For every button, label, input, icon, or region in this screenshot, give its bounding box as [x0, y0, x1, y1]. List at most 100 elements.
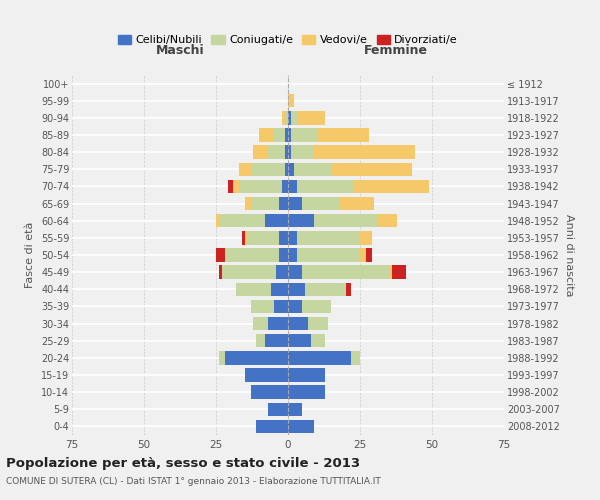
Bar [285, 162, 288, 176]
Bar [389, 266, 392, 279]
Bar [354, 180, 429, 193]
Bar [288, 334, 311, 347]
Bar [219, 351, 224, 364]
Bar [302, 266, 389, 279]
Bar [340, 197, 374, 210]
Bar [222, 266, 277, 279]
Bar [366, 248, 371, 262]
Bar [251, 300, 274, 313]
Bar [280, 197, 288, 210]
Y-axis label: Anni di nascita: Anni di nascita [563, 214, 574, 296]
Bar [288, 128, 291, 141]
Bar [233, 180, 239, 193]
Bar [291, 128, 317, 141]
Bar [392, 266, 406, 279]
Bar [331, 162, 412, 176]
Bar [253, 317, 268, 330]
Bar [285, 128, 288, 141]
Bar [288, 386, 325, 399]
Bar [251, 162, 285, 176]
Bar [274, 300, 288, 313]
Bar [256, 334, 265, 347]
Text: Popolazione per età, sesso e stato civile - 2013: Popolazione per età, sesso e stato civil… [6, 458, 360, 470]
Bar [288, 266, 302, 279]
Bar [236, 282, 271, 296]
Bar [285, 146, 288, 159]
Bar [311, 334, 325, 347]
Bar [308, 317, 328, 330]
Bar [302, 197, 340, 210]
Bar [291, 146, 314, 159]
Bar [317, 128, 368, 141]
Bar [265, 334, 288, 347]
Text: Femmine: Femmine [364, 44, 428, 58]
Bar [296, 111, 325, 124]
Bar [288, 94, 294, 108]
Bar [239, 162, 251, 176]
Bar [224, 248, 280, 262]
Bar [282, 111, 285, 124]
Bar [251, 197, 280, 210]
Bar [291, 111, 296, 124]
Bar [268, 146, 285, 159]
Bar [245, 197, 251, 210]
Bar [256, 420, 288, 433]
Bar [346, 282, 352, 296]
Bar [296, 231, 360, 244]
Bar [294, 162, 331, 176]
Bar [288, 317, 308, 330]
Bar [288, 231, 296, 244]
Text: Maschi: Maschi [155, 44, 205, 58]
Bar [224, 351, 288, 364]
Bar [296, 180, 354, 193]
Bar [280, 248, 288, 262]
Bar [227, 180, 233, 193]
Bar [271, 282, 288, 296]
Bar [288, 248, 296, 262]
Bar [288, 402, 302, 416]
Bar [352, 351, 360, 364]
Bar [268, 402, 288, 416]
Bar [296, 248, 360, 262]
Bar [277, 266, 288, 279]
Bar [288, 214, 314, 228]
Bar [288, 146, 291, 159]
Bar [268, 317, 288, 330]
Y-axis label: Fasce di età: Fasce di età [25, 222, 35, 288]
Bar [245, 368, 288, 382]
Bar [219, 214, 265, 228]
Bar [288, 162, 294, 176]
Bar [274, 128, 285, 141]
Bar [280, 231, 288, 244]
Bar [288, 180, 296, 193]
Bar [248, 231, 280, 244]
Bar [259, 128, 274, 141]
Bar [282, 180, 288, 193]
Bar [288, 420, 314, 433]
Bar [216, 248, 224, 262]
Bar [314, 214, 377, 228]
Bar [288, 300, 302, 313]
Bar [253, 146, 268, 159]
Bar [265, 214, 288, 228]
Bar [360, 248, 366, 262]
Bar [216, 214, 219, 228]
Bar [377, 214, 397, 228]
Bar [251, 386, 288, 399]
Text: COMUNE DI SUTERA (CL) - Dati ISTAT 1° gennaio 2013 - Elaborazione TUTTITALIA.IT: COMUNE DI SUTERA (CL) - Dati ISTAT 1° ge… [6, 478, 381, 486]
Bar [288, 282, 305, 296]
Bar [242, 231, 245, 244]
Bar [245, 231, 248, 244]
Legend: Celibi/Nubili, Coniugati/e, Vedovi/e, Divorziati/e: Celibi/Nubili, Coniugati/e, Vedovi/e, Di… [113, 30, 463, 50]
Bar [239, 180, 282, 193]
Bar [302, 300, 331, 313]
Bar [285, 111, 288, 124]
Bar [219, 266, 222, 279]
Bar [288, 111, 291, 124]
Bar [305, 282, 346, 296]
Bar [288, 368, 325, 382]
Bar [360, 231, 371, 244]
Bar [288, 351, 352, 364]
Bar [314, 146, 415, 159]
Bar [288, 197, 302, 210]
